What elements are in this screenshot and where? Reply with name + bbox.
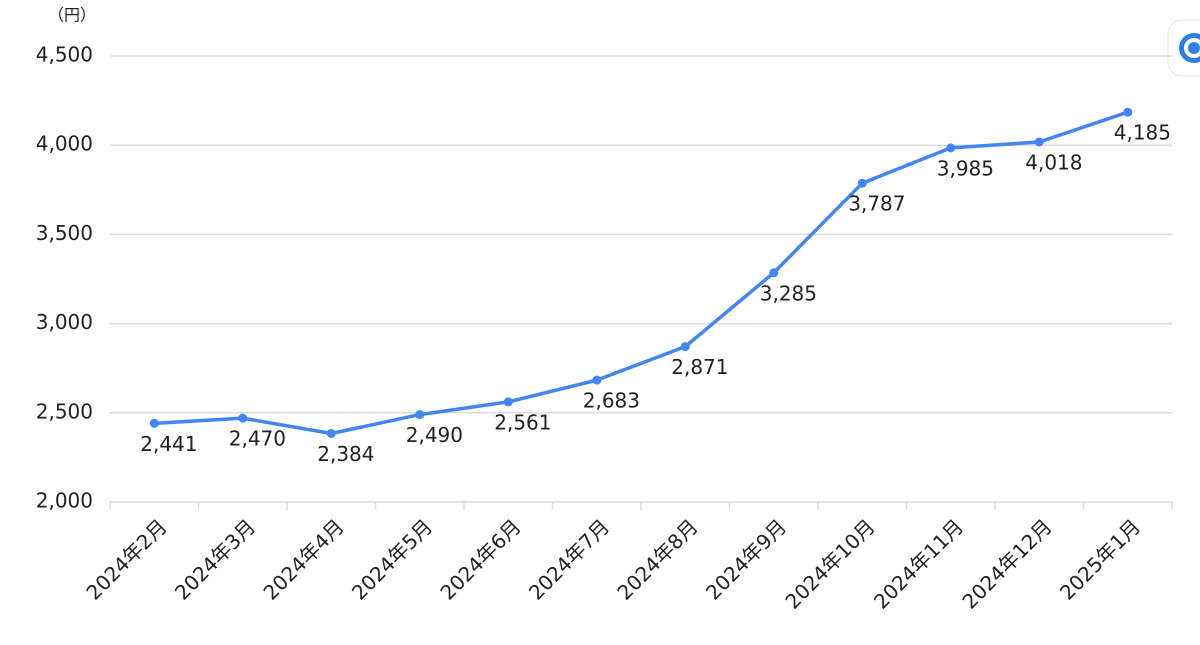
y-tick-label: 3,000 xyxy=(36,310,93,334)
point xyxy=(769,268,779,278)
x-tick-label: 2024年9月 xyxy=(701,514,791,604)
point xyxy=(1034,137,1044,147)
data-label: 2,871 xyxy=(671,355,728,379)
data-label: 4,018 xyxy=(1025,150,1082,174)
point xyxy=(592,375,602,385)
point xyxy=(680,342,690,352)
data-label: 2,384 xyxy=(317,442,374,466)
point xyxy=(326,428,336,438)
x-tick-label: 2024年5月 xyxy=(347,514,437,604)
data-label: 4,185 xyxy=(1114,121,1171,145)
x-tick-label: 2024年12月 xyxy=(957,514,1056,613)
x-tick-label: 2025年1月 xyxy=(1055,514,1145,604)
point xyxy=(857,178,867,188)
data-label: 2,683 xyxy=(583,389,640,413)
point xyxy=(149,418,159,428)
x-tick-label: 2024年4月 xyxy=(258,514,348,604)
data-label: 2,441 xyxy=(140,432,197,456)
y-tick-label: 2,000 xyxy=(36,489,93,513)
point xyxy=(238,413,248,423)
y-tick-label: 4,500 xyxy=(36,43,93,67)
y-tick-label: 3,500 xyxy=(36,221,93,245)
x-tick-label: 2024年10月 xyxy=(780,514,879,613)
data-label: 3,985 xyxy=(937,156,994,180)
data-label: 2,561 xyxy=(494,410,551,434)
data-label: 2,490 xyxy=(406,423,463,447)
x-tick-label: 2024年2月 xyxy=(81,514,171,604)
x-tick-label: 2024年3月 xyxy=(170,514,260,604)
data-label: 3,787 xyxy=(848,192,905,216)
data-label: 3,285 xyxy=(760,281,817,305)
line xyxy=(154,110,1129,436)
x-tick-label: 2024年7月 xyxy=(524,514,614,604)
y-unit: （円） xyxy=(48,6,96,25)
y-tick-label: 2,500 xyxy=(36,399,93,423)
y-tick-label: 4,000 xyxy=(36,132,93,156)
point xyxy=(1123,107,1133,117)
x-tick-label: 2024年6月 xyxy=(435,514,525,604)
data-label: 2,470 xyxy=(229,427,286,451)
point xyxy=(946,143,956,153)
x-tick-label: 2024年8月 xyxy=(612,514,702,604)
app-icon[interactable] xyxy=(1167,19,1200,77)
point xyxy=(415,410,425,420)
x-tick-label: 2024年11月 xyxy=(869,514,968,613)
point xyxy=(503,397,513,407)
